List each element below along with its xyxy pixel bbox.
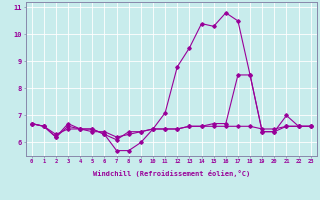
X-axis label: Windchill (Refroidissement éolien,°C): Windchill (Refroidissement éolien,°C) bbox=[92, 170, 250, 177]
